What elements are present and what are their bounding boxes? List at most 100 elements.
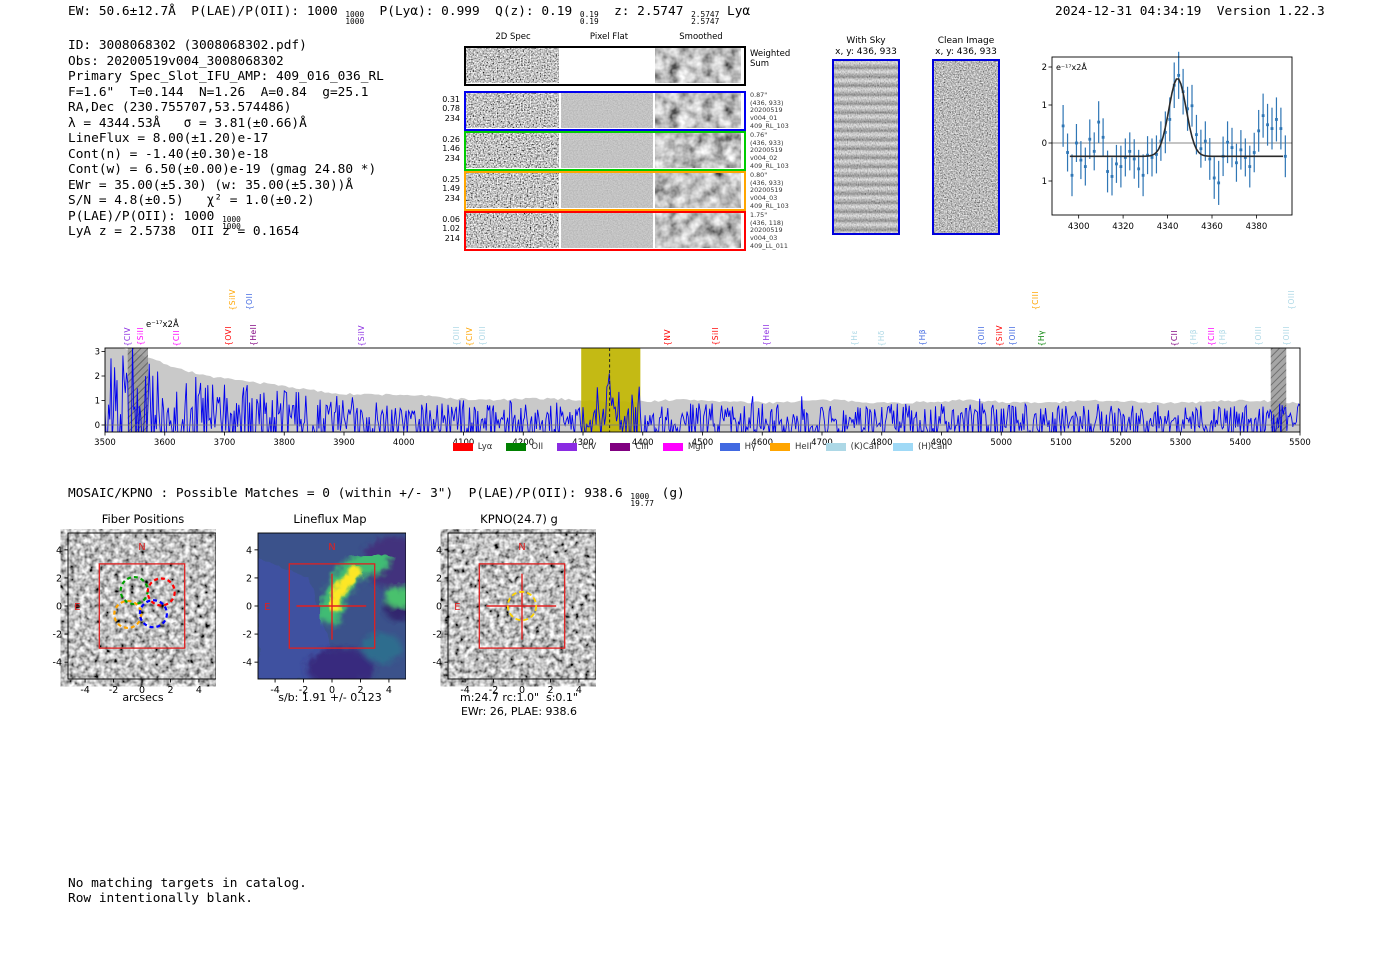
emission-line-label: {HeII: [249, 324, 258, 346]
data-point: [1261, 114, 1265, 118]
map-yellow-peak: [329, 599, 340, 610]
spec2d-col-header-1: Pixel Flat: [589, 32, 629, 42]
header-summary-line: EW: 50.6±12.7Å P(LAE)/P(OII): 1000 1000 1…: [68, 4, 750, 26]
x-tick-label: -4: [80, 685, 89, 695]
legend-item: MgII: [662, 442, 706, 452]
x-tick-label: 5500: [1289, 438, 1311, 448]
info-line: Obs: 20200519v004_3008068302: [68, 54, 384, 70]
legend-swatch: [506, 443, 527, 451]
text-segment: P(Lyα): 0.999 Q(z): 0.19: [364, 4, 580, 19]
compass-north: N: [518, 542, 525, 553]
text-segment: EW: 50.6±12.7Å P(LAE)/P(OII): 1000: [68, 4, 346, 19]
spec2d-row-annotation: 0.76" (436, 933) 20200519 v004_02 409_RL…: [750, 131, 789, 170]
legend-swatch: [557, 443, 578, 451]
spec2d-image: [466, 173, 559, 208]
compass-north: N: [138, 542, 145, 553]
noise-rect: [561, 173, 653, 208]
info-line: S/N = 4.8(±0.5) χ² = 1.0(±0.2): [68, 193, 384, 209]
spec2d-image: [466, 93, 559, 128]
x-tick-label: 5400: [1229, 438, 1251, 448]
with-sky-noise-overlay: [834, 61, 898, 233]
stacked-fraction: 1000 1000: [345, 10, 364, 26]
fraction-numerator: 2.5747: [691, 10, 720, 19]
legend-label: (H)CaII: [918, 442, 948, 452]
text-segment: Lyα: [719, 4, 751, 19]
noise-svg: [466, 173, 559, 208]
y-tick-label: 3: [95, 348, 100, 358]
map-dark-patch: [306, 647, 375, 679]
x-tick-label: -2: [109, 685, 118, 695]
x-tick-label: 4700: [811, 438, 833, 448]
data-point: [1106, 170, 1109, 173]
text-segment: RA,Dec (230.755707,53.574486): [68, 100, 292, 115]
data-point: [1146, 153, 1149, 157]
data-point: [1248, 165, 1252, 168]
stacked-fraction: 0.19 0.19: [580, 10, 599, 26]
map-flat-region: [258, 558, 341, 679]
legend-item: HeII: [770, 442, 812, 452]
info-line: LyA z = 2.5738 OII z = 0.1654: [68, 224, 384, 240]
noise-rect: [561, 133, 653, 168]
x-tick-label: 4: [576, 685, 582, 695]
inactive-fiber-circle: [131, 632, 161, 662]
kpno-image-panel: N E -4 -4 -2 -2 0 0 2 2 4 4: [433, 532, 596, 695]
text-segment: λ = 4344.53Å σ = 3.81(±0.66)Å: [68, 115, 307, 131]
x-tick-label: -2: [299, 685, 308, 695]
smoothed-image: [655, 213, 741, 248]
data-point: [1132, 157, 1136, 161]
spec2d-image: [466, 213, 559, 248]
noise-svg: [561, 213, 653, 248]
data-point: [1177, 73, 1181, 77]
y-tick-label: 1: [95, 397, 100, 407]
fraction-numerator: 1000: [630, 492, 650, 501]
noise-rect: [655, 93, 741, 128]
spec2d-row: [464, 211, 746, 251]
x-tick-label: 2: [167, 685, 173, 695]
data-point: [1110, 175, 1114, 178]
data-point: [1226, 140, 1229, 144]
noise-rect: [561, 213, 653, 248]
noise-svg: [466, 213, 559, 248]
spec2d-col-header-2: Smoothed: [679, 32, 723, 42]
stacked-fraction: 1000 19.77: [630, 492, 653, 508]
text-segment: Obs: 20200519v004_3008068302: [68, 53, 284, 69]
noise-svg: [655, 48, 741, 83]
data-point: [1257, 129, 1261, 133]
x-tick-label: 3500: [94, 438, 116, 448]
text-segment: P(LAE)/P(OII): 1000: [68, 208, 223, 224]
data-point: [1088, 137, 1092, 141]
weighted-sum-row: [464, 46, 746, 86]
x-tick-label: 5200: [1110, 438, 1132, 448]
stacked-fraction: 2.5747 2.5747: [691, 10, 720, 26]
x-tick-label: 3900: [333, 438, 355, 448]
y-tick-label: -4: [243, 658, 252, 669]
legend-item: CIV: [557, 442, 596, 452]
x-tick-label: 4300: [1068, 222, 1090, 232]
smoothed-image: [655, 93, 741, 128]
x-tick-label: 5100: [1050, 438, 1072, 448]
cutout-title-lineflux-map: Lineflux Map: [293, 512, 367, 526]
cutout-xlabel-kpno-line2: EWr: 26, PLAE: 938.6: [460, 705, 578, 718]
data-point: [1217, 181, 1221, 185]
noise-rect: [655, 133, 741, 168]
smoothed-image: [655, 133, 741, 168]
text-segment: Cont(n) = -1.40(±0.30)e-18: [68, 146, 269, 162]
x-tick-label: 3800: [273, 438, 295, 448]
y-tick-label: 2: [95, 372, 100, 382]
text-segment: EWr = 35.00(±5.30) (w: 35.00(±5.30))Å: [68, 177, 354, 193]
emission-line-label: {SiIV: [995, 324, 1004, 346]
spec2d-row-annotation: 0.87" (436, 933) 20200519 v004_01 409_RL…: [750, 91, 789, 130]
spectrum-legend: Lyα OII CIV CIII MgII Hγ HeII (K)CaII (H)CaII: [88, 442, 1312, 452]
fiber-positions-panel: N E -4 -4 -2 -2 0 0 2 2 4 4: [53, 532, 216, 695]
legend-label: Lyα: [477, 442, 493, 452]
legend-label: Hγ: [744, 442, 756, 452]
info-line: λ = 4344.53Å σ = 3.81(±0.66)Å: [68, 116, 384, 132]
full-spectrum-chart: 3500360037003800390040004100420043004400…: [94, 348, 1311, 449]
spec2d-row-annotation: 1.75" (436, 118) 20200519 v004_03 409_LL…: [750, 211, 788, 250]
y-tick-label: -4: [53, 658, 62, 669]
emission-line-label: {HeII: [762, 324, 771, 346]
data-point: [1243, 156, 1247, 159]
spec2d-image: [466, 48, 559, 83]
data-point: [1123, 156, 1127, 159]
